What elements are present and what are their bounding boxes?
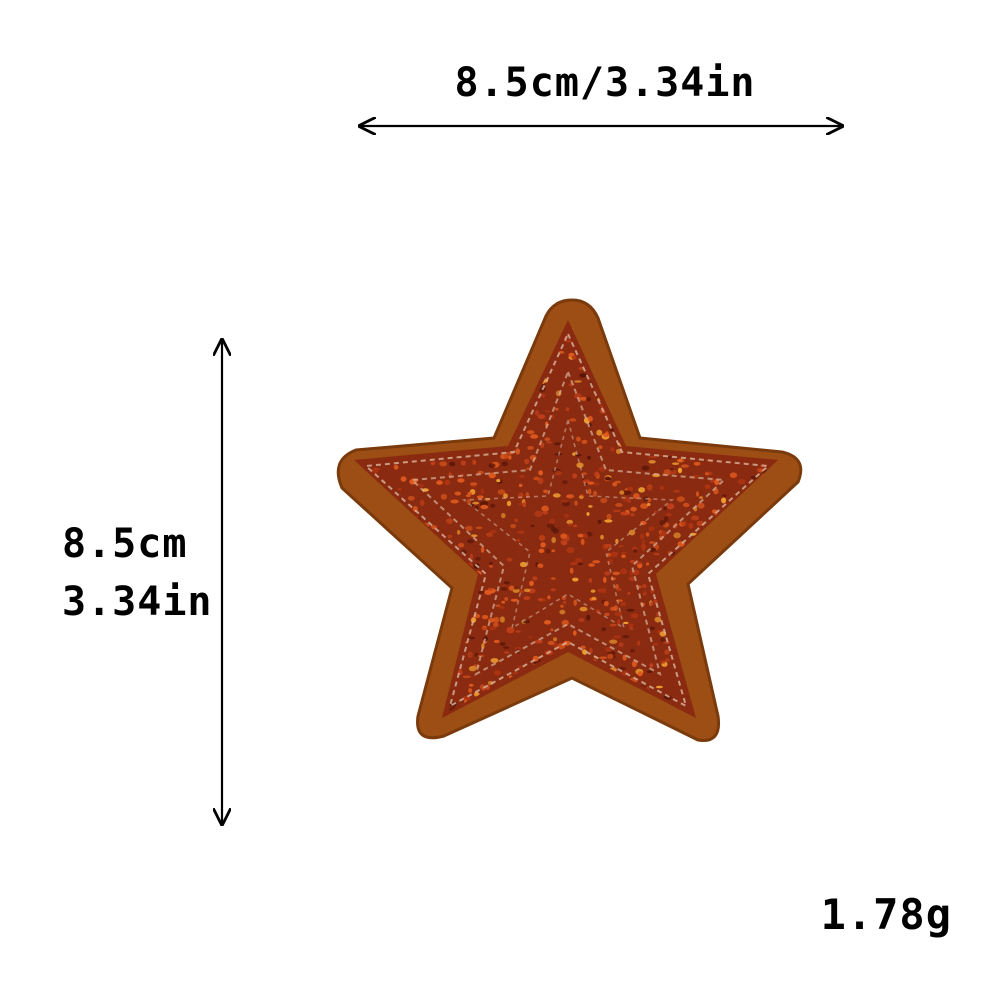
star-patch-icon [338, 300, 801, 741]
